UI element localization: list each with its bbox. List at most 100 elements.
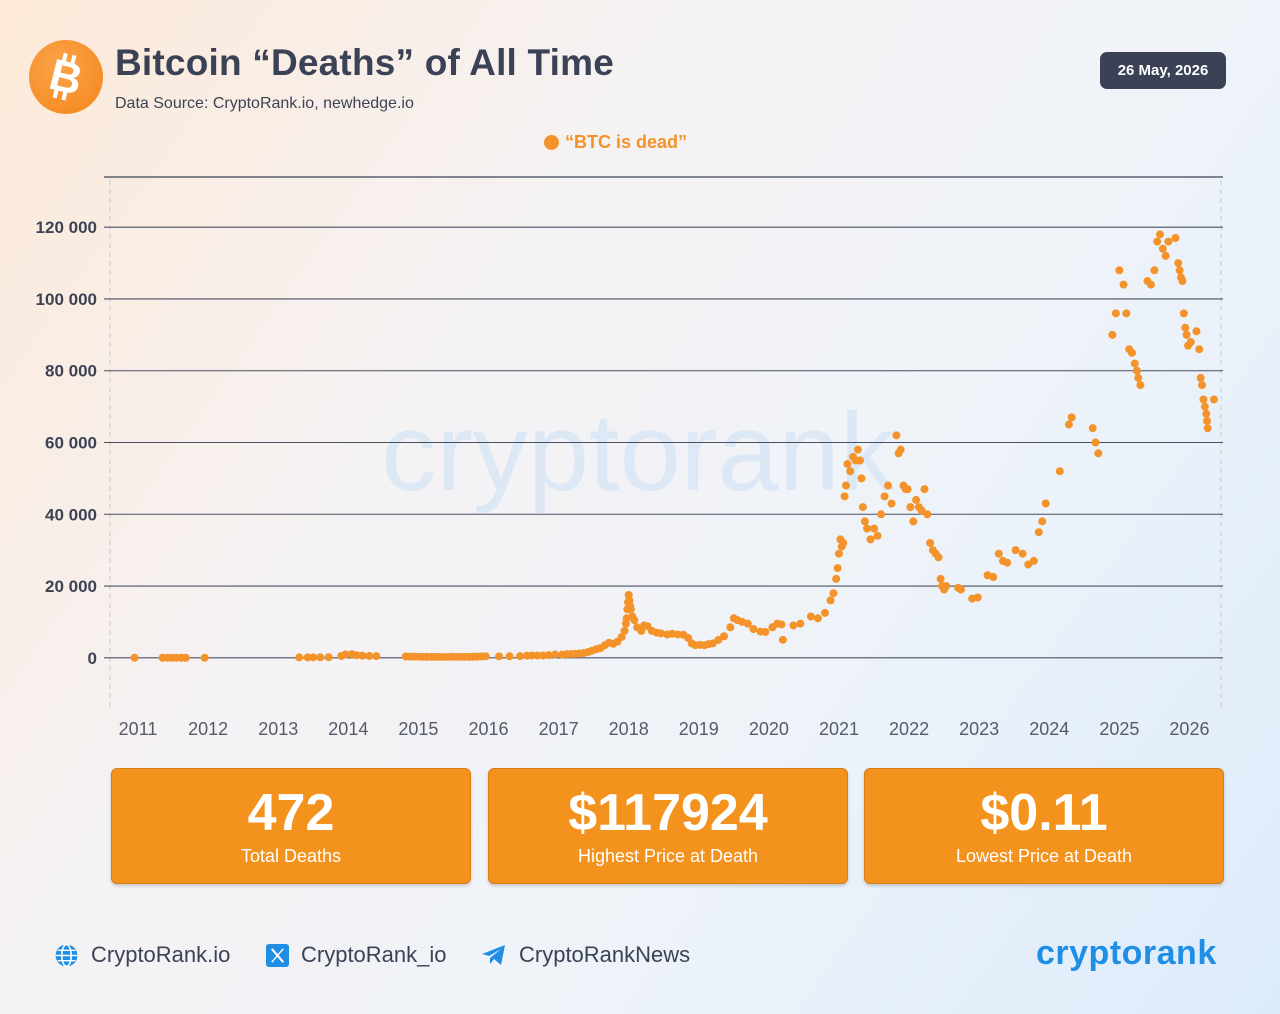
data-point	[877, 510, 886, 519]
y-tick-label: 0	[88, 649, 97, 668]
data-point	[873, 531, 882, 540]
data-point	[1029, 556, 1038, 565]
brand-logo: cryptorank	[1036, 934, 1217, 972]
data-point	[857, 474, 866, 483]
data-point	[926, 538, 935, 547]
bitcoin-icon: B	[45, 52, 88, 102]
data-point	[956, 585, 965, 594]
data-point	[295, 653, 304, 662]
data-point	[1136, 381, 1145, 390]
data-point	[358, 651, 367, 660]
data-point	[934, 553, 943, 562]
stat-label: Highest Price at Death	[577, 846, 759, 866]
data-source: Data Source: CryptoRank.io, newhedge.io	[115, 95, 414, 112]
data-point	[789, 621, 798, 630]
data-point	[920, 485, 929, 494]
data-point	[1064, 420, 1073, 429]
data-point	[1088, 424, 1097, 433]
y-tick-label: 40 000	[45, 505, 97, 524]
data-point	[912, 495, 921, 504]
data-point	[1178, 277, 1187, 286]
data-point	[1198, 381, 1207, 390]
footer-website-link[interactable]: CryptoRank.io	[54, 942, 230, 968]
data-point	[1153, 237, 1162, 246]
data-point	[1041, 499, 1050, 508]
data-point	[527, 651, 536, 660]
data-point	[341, 650, 350, 659]
data-point	[1171, 233, 1180, 242]
data-point	[846, 467, 855, 476]
data-point	[1115, 266, 1124, 275]
data-point	[840, 492, 849, 501]
data-point	[181, 653, 190, 662]
data-point	[853, 445, 862, 454]
data-point	[365, 651, 374, 660]
data-point	[843, 460, 852, 469]
stat-value: 472	[247, 784, 335, 842]
data-point	[796, 619, 805, 628]
x-tick-label: 2015	[398, 719, 438, 739]
data-point	[1119, 280, 1128, 289]
footer-telegram-label: CryptoRankNews	[519, 942, 691, 967]
data-point	[1202, 416, 1211, 425]
data-point	[806, 612, 815, 621]
data-point	[1127, 348, 1136, 357]
stat-label: Lowest Price at Death	[955, 846, 1133, 866]
data-point	[1003, 558, 1012, 567]
data-point	[778, 635, 787, 644]
data-point	[720, 632, 729, 641]
data-point	[834, 549, 843, 558]
data-point	[324, 653, 333, 662]
data-point	[1011, 546, 1020, 555]
data-point	[516, 652, 525, 661]
data-point	[896, 445, 905, 454]
data-point	[1055, 467, 1064, 476]
data-point	[1161, 251, 1170, 260]
data-point	[942, 582, 951, 591]
scatter-chart: cryptorank 0 20 000 40 000 60 000 80 000 100 …	[36, 176, 1223, 739]
data-point	[617, 632, 626, 641]
stat-total-deaths: 472 Total Deaths	[111, 768, 471, 884]
data-point	[309, 653, 318, 662]
footer-telegram-link[interactable]: CryptoRankNews	[481, 942, 690, 968]
data-point	[856, 456, 865, 465]
data-point	[1134, 373, 1143, 382]
footer-twitter-link[interactable]: CryptoRank_io	[266, 942, 447, 968]
date-badge: 26 May, 2026	[1100, 52, 1226, 89]
data-point	[200, 653, 209, 662]
data-point	[1186, 338, 1195, 347]
chart-watermark: cryptorank	[381, 391, 896, 514]
data-point	[1130, 359, 1139, 368]
data-point	[1146, 280, 1155, 289]
data-point	[1158, 244, 1167, 253]
x-tick-label: 2012	[188, 719, 228, 739]
x-tick-label: 2013	[258, 719, 298, 739]
data-point	[1209, 395, 1218, 404]
data-point	[1150, 266, 1159, 275]
data-point	[1202, 409, 1211, 418]
x-tick-label: 2024	[1029, 719, 1069, 739]
data-point	[866, 535, 875, 544]
data-point	[841, 481, 850, 490]
y-tick-label: 80 000	[45, 362, 97, 381]
data-point	[777, 620, 786, 629]
x-tick-label: 2011	[119, 719, 158, 739]
x-tick-label: 2018	[609, 719, 649, 739]
x-tick-label: 2014	[328, 719, 368, 739]
stat-label: Total Deaths	[240, 846, 342, 866]
data-point	[832, 574, 841, 583]
telegram-icon	[482, 945, 505, 965]
data-point	[833, 564, 842, 573]
data-point	[544, 651, 553, 660]
data-point	[820, 608, 829, 617]
data-point	[989, 573, 998, 582]
data-point	[626, 605, 635, 614]
data-point	[839, 538, 848, 547]
page-title: Bitcoin “Deaths” of All Time	[115, 42, 614, 83]
x-tick-label: 2022	[889, 719, 929, 739]
y-tick-label: 60 000	[45, 434, 97, 453]
stat-highest-price: $117924 Highest Price at Death	[488, 768, 848, 884]
x-tick-label: 2021	[819, 719, 859, 739]
data-point	[870, 524, 879, 533]
data-point	[973, 593, 982, 602]
